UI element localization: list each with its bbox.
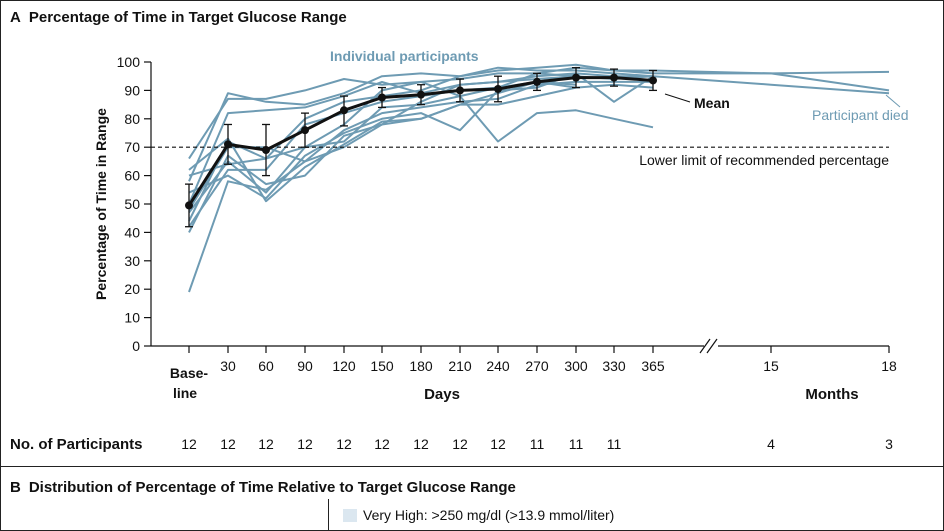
panel-b-legend: Very High: >250 mg/dl (>13.9 mmol/liter) <box>328 499 614 531</box>
panel-a-title-text: Percentage of Time in Target Glucose Ran… <box>28 9 347 26</box>
time-in-range-chart: Percentage of Time in Range Days Months … <box>10 48 909 453</box>
x-tick-label-180: 180 <box>409 358 433 374</box>
x-tick-label-baseline-line2: line <box>173 385 197 401</box>
x-tick-label-300: 300 <box>564 358 588 374</box>
y-tick-label-20: 20 <box>124 281 140 297</box>
x-tick-label-150: 150 <box>370 358 394 374</box>
participant-count-12: 4 <box>767 436 775 452</box>
participant-count-11: 11 <box>607 436 622 452</box>
participants-row-label: No. of Participants <box>10 436 143 453</box>
mean-point-6 <box>417 90 425 99</box>
x-tick-label-baseline: Base- <box>170 365 208 381</box>
x-axis-label-months: Months <box>805 386 858 403</box>
axis-break-mark-left <box>699 338 711 354</box>
participant-count-3: 12 <box>297 436 313 452</box>
x-tick-label-60: 60 <box>258 358 274 374</box>
y-axis-label: Percentage of Time in Range <box>93 108 109 300</box>
x-tick-label-240: 240 <box>486 358 510 374</box>
participant-count-10: 11 <box>569 436 584 452</box>
y-tick-label-100: 100 <box>117 54 141 70</box>
mean-point-12 <box>649 76 657 85</box>
panel-b-title: B Distribution of Percentage of Time Rela… <box>10 479 516 496</box>
participant-died-annotation: Participant died <box>812 107 909 123</box>
x-tick-label-15: 15 <box>763 358 779 374</box>
x-tick-label-90: 90 <box>297 358 313 374</box>
y-tick-label-90: 90 <box>124 82 140 98</box>
panel-b-title-text: Distribution of Percentage of Time Relat… <box>28 479 516 496</box>
x-tick-label-365: 365 <box>641 358 665 374</box>
x-tick-label-18: 18 <box>881 358 897 374</box>
mean-point-2 <box>262 146 270 155</box>
participant-died-leader <box>885 94 901 108</box>
y-tick-label-30: 30 <box>124 253 140 269</box>
legend-label-very-high: Very High: >250 mg/dl (>13.9 mmol/liter) <box>363 507 615 523</box>
panel-a-letter: A <box>10 9 21 26</box>
y-tick-label-50: 50 <box>124 196 140 212</box>
individual-line-11 <box>188 75 577 293</box>
participant-count-13: 3 <box>885 436 893 452</box>
x-tick-label-120: 120 <box>332 358 356 374</box>
y-tick-label-40: 40 <box>124 224 140 240</box>
mean-annotation-leader <box>664 93 691 103</box>
panel-b-letter: B <box>10 479 21 496</box>
y-tick-label-70: 70 <box>124 139 140 155</box>
y-tick-label-60: 60 <box>124 168 140 184</box>
threshold-annotation: Lower limit of recommended percentage <box>639 152 889 168</box>
participant-count-5: 12 <box>374 436 390 452</box>
mean-point-5 <box>378 93 386 102</box>
x-tick-label-30: 30 <box>220 358 236 374</box>
mean-point-0 <box>185 201 193 210</box>
individual-participants-annotation: Individual participants <box>330 48 479 64</box>
mean-point-8 <box>494 84 502 93</box>
x-tick-label-270: 270 <box>525 358 549 374</box>
x-tick-label-330: 330 <box>602 358 626 374</box>
x-tick-label-210: 210 <box>448 358 472 374</box>
participant-count-1: 12 <box>220 436 236 452</box>
mean-point-9 <box>533 77 541 86</box>
mean-point-4 <box>340 106 348 115</box>
legend-swatch-very-high <box>343 509 357 522</box>
mean-point-11 <box>610 73 618 82</box>
y-tick-label-10: 10 <box>124 310 140 326</box>
y-tick-label-0: 0 <box>132 338 140 354</box>
participant-count-9: 11 <box>530 436 545 452</box>
panel-a-title: A Percentage of Time in Target Glucose Ra… <box>10 9 347 26</box>
participant-count-0: 12 <box>181 436 197 452</box>
panel-separator <box>0 466 944 467</box>
individual-line-12 <box>188 80 577 233</box>
x-axis-label-days: Days <box>424 386 460 403</box>
participant-count-8: 12 <box>490 436 506 452</box>
participant-count-7: 12 <box>452 436 468 452</box>
mean-point-7 <box>456 86 464 95</box>
participant-count-6: 12 <box>413 436 429 452</box>
y-tick-label-80: 80 <box>124 111 140 127</box>
axis-break-mark-right <box>706 338 718 354</box>
participant-count-2: 12 <box>258 436 274 452</box>
mean-annotation: Mean <box>694 95 730 111</box>
mean-point-10 <box>572 73 580 82</box>
participant-count-4: 12 <box>336 436 352 452</box>
mean-point-1 <box>224 140 232 149</box>
mean-point-3 <box>301 126 309 135</box>
